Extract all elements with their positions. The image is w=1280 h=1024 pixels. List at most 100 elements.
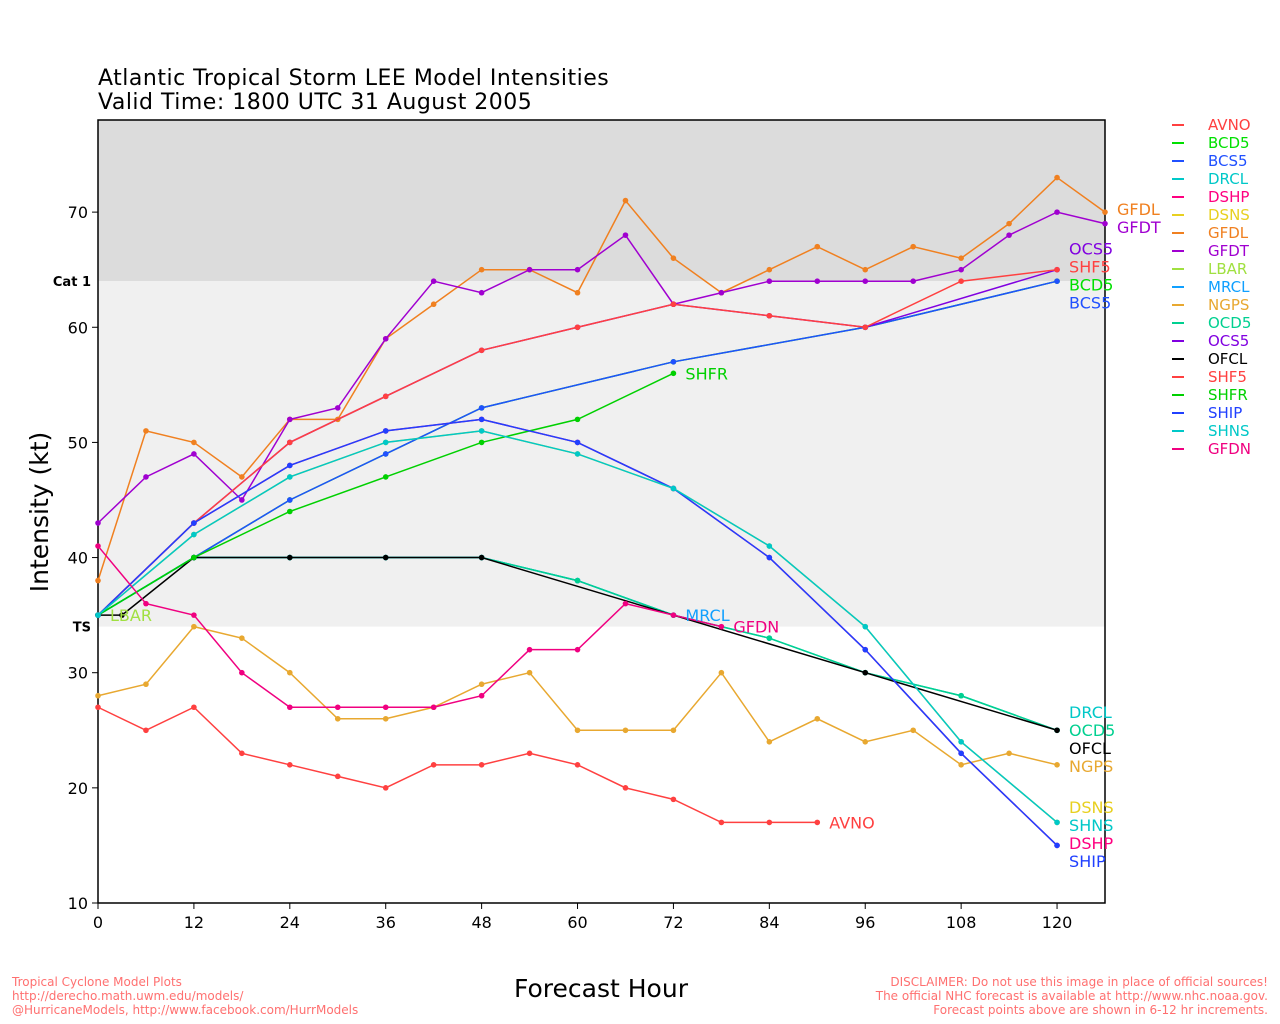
data-point-avno	[574, 762, 581, 768]
data-point-gfdl	[622, 197, 629, 204]
data-point-ship	[382, 428, 389, 434]
data-point-ngps	[958, 762, 964, 768]
footer-right-line: DISCLAIMER: Do not use this image in pla…	[890, 975, 1268, 989]
data-point-gfdt	[574, 266, 581, 273]
x-tick-label: 48	[471, 913, 491, 932]
data-point-ofcl	[862, 669, 869, 676]
data-point-gfdl	[478, 266, 485, 273]
series-end-label: DSHP	[1069, 834, 1114, 853]
series-line-bcs5	[97, 280, 1058, 616]
data-point-avno	[287, 762, 293, 768]
series-end-label: BCS5	[1069, 293, 1111, 312]
legend-item-lbar: LBAR	[1172, 260, 1251, 278]
data-point-ocd5	[574, 577, 581, 584]
data-point-shns	[862, 623, 869, 630]
series-end-label: BCD5	[1069, 275, 1113, 294]
series-end-label: AVNO	[829, 813, 874, 832]
footer-right-line: Forecast points above are shown in 6-12 …	[933, 1003, 1268, 1017]
data-point-shf5	[958, 278, 964, 285]
legend-label: SHNS	[1208, 422, 1250, 440]
data-point-ngps	[526, 669, 533, 676]
x-tick-label: 108	[946, 913, 977, 932]
data-point-gfdl	[814, 243, 821, 250]
data-point-shns	[958, 738, 964, 745]
data-point-ocd5	[958, 692, 964, 699]
legend-label: BCS5	[1208, 152, 1248, 170]
data-point-gfdt	[287, 416, 293, 423]
series-end-label: NGPS	[1069, 757, 1113, 776]
data-point-shns	[670, 485, 677, 492]
data-point-ngps	[670, 727, 677, 734]
data-point-shf5	[1054, 266, 1060, 273]
data-point-bcs5	[1054, 278, 1060, 285]
data-point-ngps	[287, 669, 293, 676]
data-point-gfdl	[862, 266, 869, 273]
legend-item-avno: AVNO	[1172, 116, 1251, 134]
data-point-shns	[382, 439, 389, 446]
data-point-gfdt	[95, 520, 101, 526]
y-tick-label: 40	[68, 549, 88, 568]
series-end-label: GFDL	[1117, 200, 1160, 219]
series-end-label: DRCL	[1069, 703, 1112, 722]
data-point-gfdn	[622, 600, 629, 607]
legend-swatch	[1172, 250, 1184, 252]
legend-label: GFDN	[1208, 440, 1252, 458]
legend-item-ocs5: OCS5	[1172, 332, 1251, 350]
legend-item-gfdn: GFDN	[1172, 440, 1251, 458]
data-point-gfdl	[670, 255, 677, 261]
data-point-shns	[191, 531, 197, 538]
y-axis-label: Intensity (kt)	[25, 432, 54, 593]
x-tick-label: 84	[759, 913, 779, 932]
y-tick-label: 70	[68, 203, 88, 222]
data-point-shf5	[478, 347, 485, 354]
series-end-label: SHF5	[1069, 257, 1111, 276]
footer-left-line: Tropical Cyclone Model Plots	[12, 975, 182, 989]
data-point-gfdt	[622, 232, 629, 238]
data-point-gfdn	[478, 692, 485, 699]
data-point-gfdl	[1054, 174, 1060, 181]
legend-item-ocd5: OCD5	[1172, 314, 1251, 332]
data-point-gfdn	[574, 646, 581, 653]
legend: AVNO BCD5 BCS5 DRCL DSHP DSNS GFDL GFDT LBAR MRCL…	[1172, 116, 1251, 458]
data-point-ngps	[478, 681, 485, 688]
x-tick-label: 0	[93, 913, 103, 932]
data-point-ngps	[574, 727, 581, 734]
legend-swatch	[1172, 376, 1184, 378]
data-point-gfdl	[958, 255, 964, 261]
x-tick-label: 60	[567, 913, 587, 932]
data-point-shf5	[862, 324, 869, 331]
legend-item-shf5: SHF5	[1172, 368, 1251, 386]
data-point-bcs5	[382, 451, 389, 457]
data-point-bcs5	[287, 497, 293, 503]
series-line-avno	[97, 706, 818, 824]
data-point-ofcl	[1054, 727, 1060, 734]
chart-subtitle: Valid Time: 1800 UTC 31 August 2005	[98, 90, 533, 115]
data-point-gfdt	[1102, 220, 1108, 227]
legend-label: NGPS	[1208, 296, 1250, 314]
data-point-ship	[191, 520, 197, 526]
data-point-ngps	[382, 715, 389, 722]
data-point-avno	[430, 762, 437, 768]
data-point-ngps	[814, 715, 821, 722]
footer-left-line: @HurricaneModels, http://www.facebook.co…	[12, 1003, 359, 1017]
data-point-gfdn	[334, 704, 341, 711]
data-point-shns	[766, 543, 773, 549]
data-point-ship	[478, 416, 485, 423]
legend-label: GFDT	[1208, 242, 1249, 260]
data-point-bcs5	[670, 359, 677, 365]
data-point-ship	[766, 554, 773, 561]
data-point-ship	[1054, 842, 1060, 849]
data-point-gfdl	[95, 577, 101, 584]
data-point-ship	[287, 462, 293, 469]
legend-label: OFCL	[1208, 350, 1248, 368]
data-point-shfr	[574, 416, 581, 423]
x-tick-label: 72	[663, 913, 683, 932]
legend-label: SHIP	[1208, 404, 1243, 422]
legend-swatch	[1172, 178, 1184, 180]
data-point-gfdt	[334, 405, 341, 411]
data-point-ngps	[191, 623, 197, 630]
data-point-ofcl	[119, 612, 125, 618]
legend-swatch	[1172, 286, 1184, 288]
legend-swatch	[1172, 160, 1184, 162]
